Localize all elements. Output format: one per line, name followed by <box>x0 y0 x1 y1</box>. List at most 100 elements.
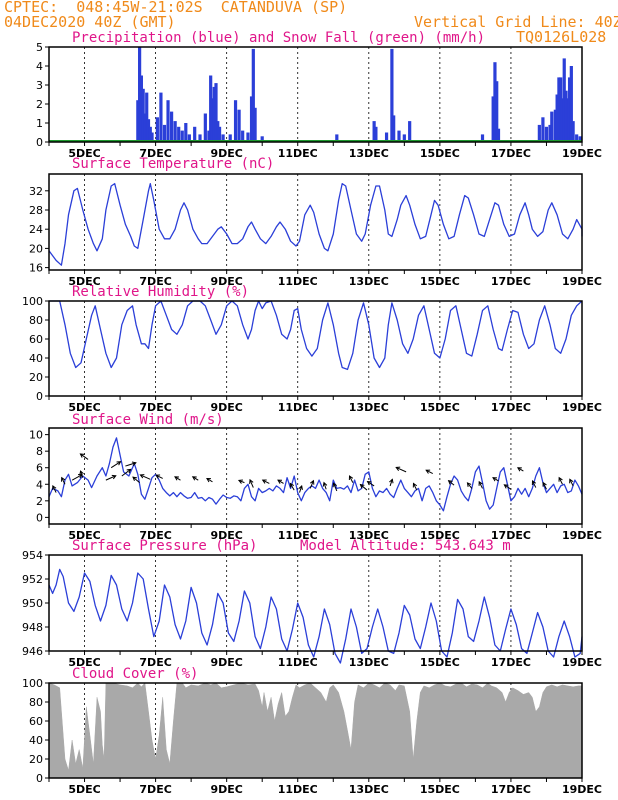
y-tick-label: 24 <box>29 223 43 236</box>
wind-arrow-head <box>174 476 179 481</box>
y-tick-label: 2 <box>36 98 43 111</box>
precip-bar <box>384 132 389 142</box>
precip-bar <box>221 134 225 142</box>
precip-bar <box>402 134 406 142</box>
wind-arrow <box>206 478 213 483</box>
precip-bar <box>166 100 170 142</box>
y-tick-label: 948 <box>22 621 43 634</box>
wind-arrow-head <box>139 474 145 479</box>
precip-bar <box>155 117 159 142</box>
wind-arrow-head <box>542 481 547 487</box>
wind-arrow <box>80 470 84 478</box>
y-tick-label: 20 <box>29 753 43 766</box>
y-tick-label: 20 <box>29 242 43 255</box>
wind-arrow <box>71 474 83 481</box>
wind-arrow-head <box>111 474 117 480</box>
wind-arrow <box>413 483 418 491</box>
y-tick-label: 3 <box>36 79 43 92</box>
y-tick-label: 4 <box>36 60 43 73</box>
wind-arrow-head <box>359 483 365 489</box>
precip-bar <box>169 111 174 142</box>
panel-4: 946 948 950 952 954 5DEC 7DEC 9DEC 11DEC 13DEC 15D… <box>22 538 602 669</box>
wind-arrow <box>478 481 483 489</box>
wind-arrow-head <box>389 478 394 484</box>
precip-bar <box>212 86 216 142</box>
x-tick-label: 17DEC <box>491 783 531 796</box>
x-tick-label: 5DEC <box>68 401 100 414</box>
precip-bar <box>187 134 191 142</box>
precip-bar <box>374 126 378 142</box>
wind-arrow-head <box>132 476 138 482</box>
precip-bar <box>496 128 501 142</box>
panel-title: Relative Humidity (%) <box>72 284 249 300</box>
wind-arrow <box>121 468 131 477</box>
precip-bar <box>553 109 557 142</box>
precip-bar <box>566 98 570 142</box>
x-tick-label: 5DEC <box>68 529 100 542</box>
wind-arrow <box>155 474 163 479</box>
panel-subtitle: Model Altitude: 543.643 m <box>300 538 511 554</box>
x-tick-label: 5DEC <box>68 275 100 288</box>
x-tick-label: 15DEC <box>420 401 460 414</box>
x-tick-label: 11DEC <box>278 656 318 669</box>
precip-bar <box>537 124 541 142</box>
x-tick-label: 19DEC <box>562 147 602 160</box>
wind-arrow-head <box>237 479 243 484</box>
panel-5: 0 20 40 60 80 100 5DEC 7DEC 9DEC 11DEC 13DEC 15DEC 1… <box>22 666 602 796</box>
wind-arrow <box>52 485 57 493</box>
y-tick-label: 4 <box>36 478 43 491</box>
wind-arrow <box>504 484 512 490</box>
panel-frame <box>48 173 583 271</box>
y-tick-label: 100 <box>22 677 43 690</box>
wind-arrow <box>249 479 254 488</box>
panel-0: 0 1 2 3 4 5 5DEC 7DEC 9DEC 11DEC 13DEC 15DEC 17DEC 19… <box>36 30 602 160</box>
panel-frame <box>48 682 583 779</box>
precip-bar <box>180 130 184 142</box>
precip-bar <box>214 83 218 142</box>
precip-bar <box>241 130 245 142</box>
wind-arrow <box>389 479 393 487</box>
wind-arrow <box>323 482 327 490</box>
precip-bar <box>249 96 254 142</box>
wind-arrow <box>125 462 136 467</box>
y-tick-label: 0 <box>36 511 43 524</box>
wind-arrow-head <box>52 485 57 490</box>
wind-arrow <box>396 467 407 473</box>
precip-bar <box>408 121 412 142</box>
wind-speed-line <box>48 437 583 512</box>
precip-bar <box>493 62 497 143</box>
wind-arrow <box>569 479 574 487</box>
precip-bar <box>372 121 376 142</box>
run-date: 04DEC2020 40Z (GMT) <box>4 13 176 31</box>
precip-bar <box>145 92 149 142</box>
wind-arrow <box>140 474 151 480</box>
y-tick-label: 952 <box>22 573 43 586</box>
x-tick-label: 13DEC <box>349 783 389 796</box>
precip-bar <box>228 134 232 142</box>
y-tick-label: 16 <box>29 262 43 275</box>
wind-arrow-head <box>249 478 254 484</box>
x-tick-label: 7DEC <box>139 529 171 542</box>
y-tick-label: 80 <box>29 314 43 327</box>
x-tick-label: 15DEC <box>420 529 460 542</box>
precip-bar <box>253 107 257 142</box>
panel-title: Surface Wind (m/s) <box>72 412 224 428</box>
panel-title: Cloud Cover (%) <box>72 666 198 682</box>
wind-arrow-head <box>116 461 122 466</box>
x-tick-label: 17DEC <box>491 275 531 288</box>
wind-arrow-head <box>466 482 472 487</box>
precip-bar <box>136 100 140 142</box>
y-tick-label: 40 <box>29 352 43 365</box>
precip-bar <box>207 130 211 142</box>
x-tick-label: 15DEC <box>420 656 460 669</box>
x-tick-label: 13DEC <box>349 529 389 542</box>
x-tick-label: 9DEC <box>210 783 242 796</box>
precip-bar <box>143 113 147 142</box>
y-tick-label: 8 <box>36 445 43 458</box>
x-tick-label: 11DEC <box>278 401 318 414</box>
wind-arrow-head <box>492 477 498 482</box>
wind-arrow <box>349 475 354 483</box>
precip-bar <box>562 58 566 142</box>
precip-bar <box>571 121 575 142</box>
wind-arrow-head <box>298 484 303 490</box>
